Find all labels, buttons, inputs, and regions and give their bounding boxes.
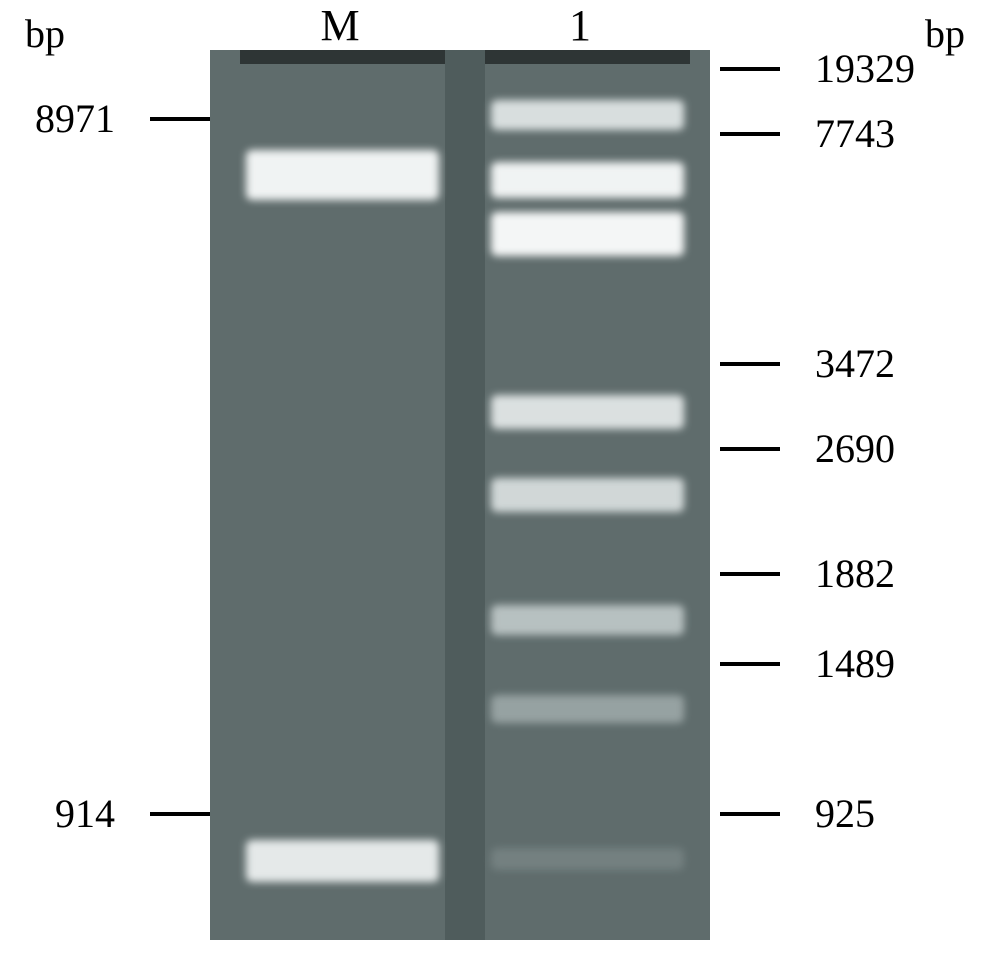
right-marker-4-label: 1882 [815,550,895,597]
right-marker-3-label: 2690 [815,425,895,472]
lane-M-well [240,50,445,64]
units-right-label: bp [925,10,965,57]
lane-M [240,50,445,940]
lane-1-band-7 [491,848,684,870]
right-marker-3-tick [720,447,780,451]
left-marker-0-label: 8971 [35,95,115,142]
lane-1-well [485,50,690,64]
lane-1 [485,50,690,940]
right-marker-1-tick [720,132,780,136]
lane-M-band-0 [246,150,439,200]
lane-1-band-6 [491,695,684,723]
gel-figure: bp bp M 1 8971 914 19329 [0,0,1000,970]
lane-1-band-5 [491,605,684,635]
left-marker-1-tick [150,812,210,816]
left-marker-0-tick [150,117,210,121]
lane-M-label: M [310,0,370,51]
right-marker-5-tick [720,662,780,666]
right-marker-0-tick [720,67,780,71]
lane-1-band-4 [491,478,684,512]
units-left-label: bp [25,10,65,57]
right-marker-6-label: 925 [815,790,875,837]
lane-1-label: 1 [560,0,600,51]
right-marker-2-label: 3472 [815,340,895,387]
lane-M-band-1 [246,840,439,882]
lane-1-band-1 [491,162,684,198]
right-marker-1-label: 7743 [815,110,895,157]
right-marker-4-tick [720,572,780,576]
right-marker-5-label: 1489 [815,640,895,687]
lane-1-band-0 [491,100,684,130]
gel-slab [210,50,710,940]
right-marker-0-label: 19329 [815,45,915,92]
right-marker-2-tick [720,362,780,366]
lane-gap [445,50,485,940]
right-marker-6-tick [720,812,780,816]
left-marker-1-label: 914 [55,790,115,837]
lane-1-band-3 [491,395,684,429]
lane-1-band-2 [491,212,684,256]
